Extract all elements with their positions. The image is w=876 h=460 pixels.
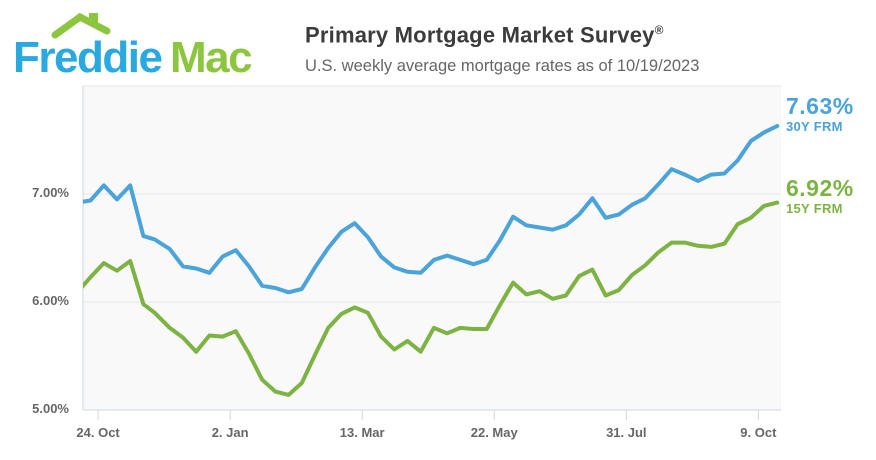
page-title-text: Primary Mortgage Market Survey xyxy=(305,22,655,48)
logo-word-mac: Mac xyxy=(170,33,252,82)
x-tick-label: 13. Mar xyxy=(340,425,385,440)
series-line-15y-frm[interactable] xyxy=(77,200,780,397)
y-tick-label: 7.00% xyxy=(32,185,69,200)
y-tick-label: 6.00% xyxy=(32,293,69,308)
annotation-15y-label: 15Y FRM xyxy=(786,201,843,216)
x-tick-label: 9. Oct xyxy=(740,425,777,440)
title-block: Primary Mortgage Market Survey® U.S. wee… xyxy=(305,17,699,76)
annotation-30y-value: 7.63% xyxy=(786,93,854,119)
logo-word-freddie: Freddie xyxy=(13,33,161,82)
x-tick-label: 22. May xyxy=(471,425,519,440)
freddie-mac-logo: Freddie Mac xyxy=(13,12,254,82)
annotation-15y-frm: 6.92% 15Y FRM xyxy=(786,176,854,217)
series-line-30y-frm[interactable] xyxy=(77,124,780,295)
page-title: Primary Mortgage Market Survey® xyxy=(305,17,699,48)
x-tick-label: 24. Oct xyxy=(76,425,120,440)
logo-roof-icon xyxy=(51,12,111,39)
y-tick-label: 5.00% xyxy=(32,401,69,416)
page-subtitle: U.S. weekly average mortgage rates as of… xyxy=(305,57,700,76)
annotation-30y-frm: 7.63% 30Y FRM xyxy=(786,94,854,135)
plot-background xyxy=(83,86,781,410)
annotation-30y-label: 30Y FRM xyxy=(786,119,843,134)
x-tick-label: 2. Jan xyxy=(212,425,249,440)
registered-mark: ® xyxy=(654,23,664,37)
x-tick-label: 31. Jul xyxy=(606,425,646,440)
annotation-15y-value: 6.92% xyxy=(786,175,854,201)
